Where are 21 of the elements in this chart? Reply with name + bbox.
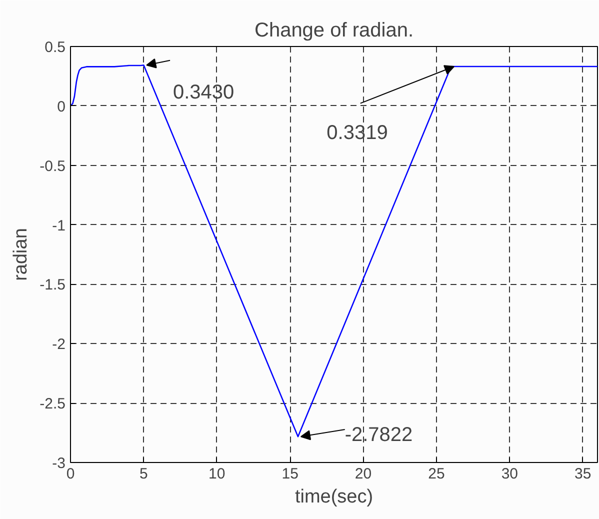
x-tick-label: 30 xyxy=(501,466,518,482)
x-tick-label: 15 xyxy=(282,466,298,482)
y-tick-label: -1 xyxy=(52,217,66,234)
x-tick-label: 25 xyxy=(428,466,445,482)
x-tick-label: 35 xyxy=(574,466,592,482)
y-tick-label: -0.5 xyxy=(40,158,66,175)
x-tick-label: 5 xyxy=(140,466,148,482)
x-tick-label: 20 xyxy=(354,466,372,482)
y-tick-label: -2 xyxy=(52,336,66,354)
chart-title: Change of radian. xyxy=(254,20,414,42)
x-tick-label: 10 xyxy=(208,466,226,482)
y-tick-label: -1.5 xyxy=(40,276,66,294)
annotation: 0.3430 xyxy=(172,81,234,104)
y-axis-title: radian xyxy=(10,228,32,281)
annotation: 0.3319 xyxy=(326,122,388,144)
annotation: -2.7822 xyxy=(344,424,413,446)
y-tick-label: 0 xyxy=(57,98,66,116)
x-axis-title: time(sec) xyxy=(294,486,374,508)
y-tick-label: -3 xyxy=(52,455,66,472)
y-tick-label: 0.5 xyxy=(44,39,66,56)
y-tick-label: -2.5 xyxy=(40,396,66,413)
